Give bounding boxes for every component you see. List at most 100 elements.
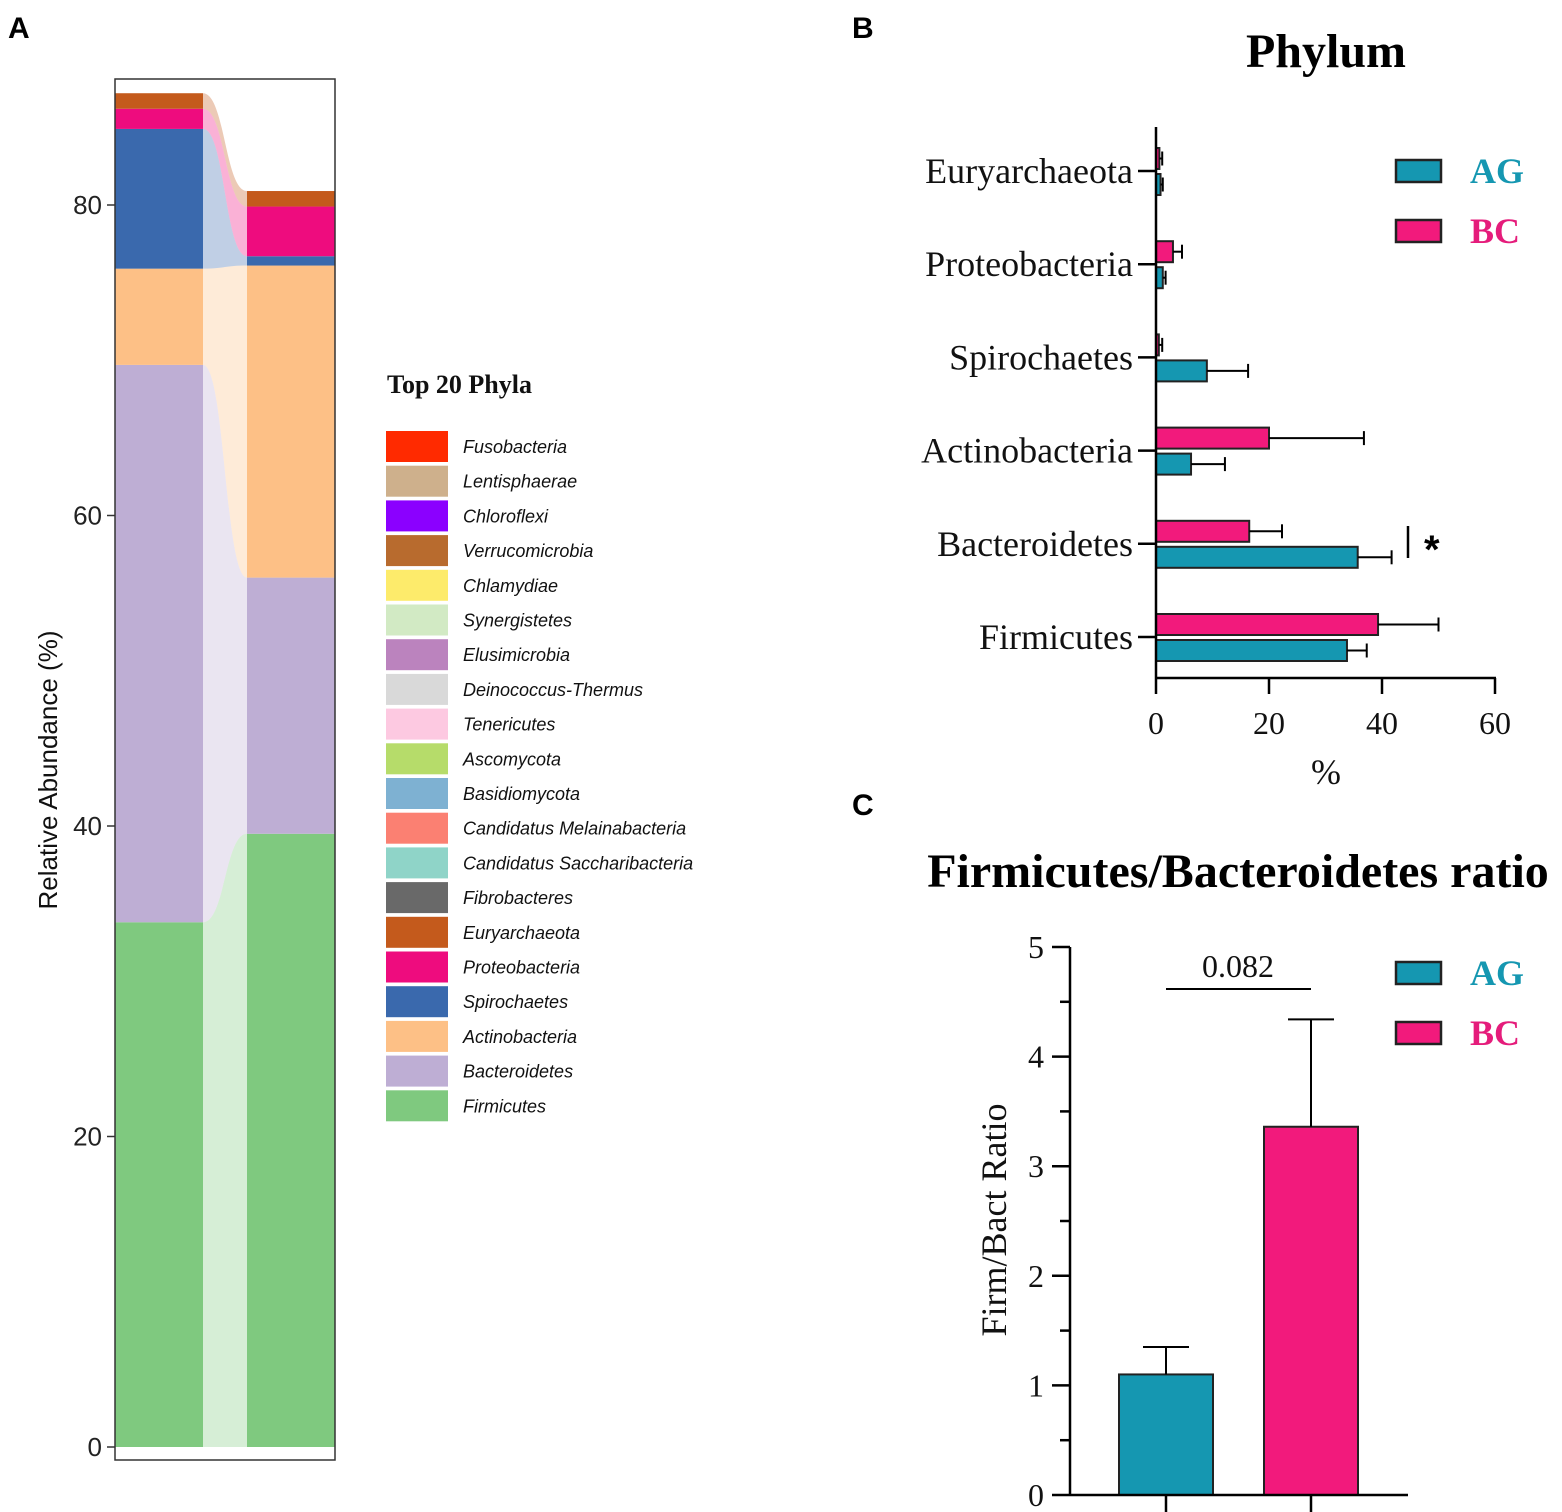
a-segment-bc-euryarchaeota <box>247 191 335 207</box>
b-legend-swatch-bc <box>1394 218 1443 244</box>
a-legend-swatch <box>386 604 448 636</box>
b-bar-bc-actinobacteria <box>1155 426 1270 450</box>
c-legend-label-ag: AG <box>1470 953 1524 993</box>
a-legend-item-chlamydiae: Chlamydiae <box>386 569 558 601</box>
a-legend-item-lentisphaerae: Lentisphaerae <box>386 465 577 497</box>
a-legend-label: Bacteroidetes <box>463 1062 573 1082</box>
a-flow-actinobacteria <box>203 265 247 578</box>
a-segment-ag-spirochaetes <box>115 128 203 269</box>
panel-a-stacked-chart: 0 20 40 60 80 Relative Abundance (%) Top 20 … <box>33 78 693 1462</box>
a-legend-item-proteobacteria: Proteobacteria <box>386 951 580 983</box>
a-legend-label: Fusobacteria <box>463 437 567 457</box>
b-legend-label-bc: BC <box>1470 211 1520 251</box>
b-significance: * <box>1406 526 1440 572</box>
panel-b-phylum-chart: Phylum Euryarchaeota Proteobacteria Spiroc… <box>921 25 1524 792</box>
b-category-labels: Euryarchaeota Proteobacteria Spirochaetes A… <box>921 151 1156 657</box>
b-category-proteobacteria: Proteobacteria <box>925 244 1133 284</box>
a-flows <box>203 93 247 1447</box>
c-bars <box>1118 1018 1359 1512</box>
a-legend: Fusobacteria Lentisphaerae Chloroflexi Verr… <box>386 431 693 1122</box>
a-legend-item-euryarchaeota: Euryarchaeota <box>386 916 580 948</box>
b-x-axis-title: % <box>1311 752 1341 792</box>
b-xtick-label: 60 <box>1479 705 1511 741</box>
a-legend-item-basidiomycota: Basidiomycota <box>386 778 580 809</box>
b-bar-ag-spirochaetes <box>1155 359 1208 383</box>
a-legend-swatch <box>386 639 448 671</box>
a-legend-item-candidatus-saccharibacteria: Candidatus Saccharibacteria <box>386 847 693 879</box>
a-legend-label: Deinococcus-Thermus <box>463 680 643 700</box>
c-ytick-label: 0 <box>1028 1477 1044 1512</box>
a-segment-ag-proteobacteria <box>115 108 203 129</box>
a-segment-bc-actinobacteria <box>247 265 335 578</box>
a-legend-title: Top 20 Phyla <box>387 370 532 399</box>
a-plot-frame <box>114 78 336 1461</box>
a-legend-swatch <box>386 986 448 1018</box>
a-segment-bc-spirochaetes <box>247 256 335 266</box>
c-legend-label-bc: BC <box>1470 1013 1520 1053</box>
b-category-euryarchaeota: Euryarchaeota <box>925 151 1133 191</box>
c-y-axis-title: Firm/Bact Ratio <box>974 1104 1014 1337</box>
c-ytick-label: 2 <box>1028 1258 1044 1294</box>
a-legend-swatch <box>386 535 448 567</box>
a-legend-item-chloroflexi: Chloroflexi <box>386 500 549 532</box>
panel-letter-b: B <box>852 12 874 45</box>
a-legend-label: Candidatus Melainabacteria <box>463 819 686 839</box>
a-legend-item-elusimicrobia: Elusimicrobia <box>386 639 570 671</box>
a-legend-label: Euryarchaeota <box>463 923 580 943</box>
b-bars <box>1155 147 1440 662</box>
a-legend-swatch <box>386 465 448 497</box>
b-bar-ag-actinobacteria <box>1155 452 1193 476</box>
a-legend-item-deinococcus-thermus: Deinococcus-Thermus <box>386 673 643 705</box>
a-legend-label: Tenericutes <box>463 715 555 735</box>
a-y-axis: 0 20 40 60 80 <box>73 190 115 1462</box>
a-legend-swatch <box>386 812 448 844</box>
a-legend-swatch <box>386 708 448 740</box>
b-significance-star: * <box>1424 528 1440 572</box>
b-legend-swatch-ag <box>1394 158 1443 184</box>
b-legend: AG BC <box>1394 151 1524 251</box>
a-legend-item-fusobacteria: Fusobacteria <box>386 431 567 462</box>
panel-c-ratio-chart: Firmicutes/Bacteroidetes ratio 0 1 2 3 4 5 Fi… <box>927 845 1549 1512</box>
c-bar-ag <box>1118 1373 1214 1496</box>
b-bar-bc-firmicutes <box>1155 613 1380 636</box>
a-legend-swatch <box>386 500 448 532</box>
a-legend-swatch <box>386 743 448 775</box>
a-legend-swatch <box>386 569 448 601</box>
a-flow-firmicutes <box>203 833 247 1447</box>
a-ytick-label: 40 <box>73 811 102 841</box>
a-legend-label: Chlamydiae <box>463 576 558 596</box>
b-legend-label-ag: AG <box>1470 151 1524 191</box>
c-y-ticks: 0 1 2 3 4 5 <box>1028 929 1070 1512</box>
a-legend-swatch <box>386 673 448 705</box>
a-segment-ag-bacteroidetes <box>115 364 203 923</box>
panel-letter-c: C <box>852 789 874 822</box>
b-category-firmicutes: Firmicutes <box>979 617 1133 657</box>
a-legend-label: Fibrobacteres <box>463 888 573 908</box>
a-legend-label: Actinobacteria <box>462 1027 577 1047</box>
a-legend-item-candidatus-melainabacteria: Candidatus Melainabacteria <box>386 812 686 844</box>
a-legend-item-verrucomicrobia: Verrucomicrobia <box>386 535 593 567</box>
c-ytick-label: 1 <box>1028 1367 1044 1403</box>
a-ytick-label: 80 <box>73 190 102 220</box>
b-bar-ag-firmicutes <box>1155 639 1348 662</box>
a-legend-label: Chloroflexi <box>463 506 549 526</box>
c-legend: AG BC <box>1394 953 1524 1053</box>
b-title: Phylum <box>1246 25 1406 78</box>
c-ytick-label: 5 <box>1028 929 1044 965</box>
a-bars <box>115 93 335 1447</box>
a-flow-euryarchaeota <box>203 93 247 207</box>
a-y-axis-title: Relative Abundance (%) <box>33 631 63 910</box>
a-segment-bc-bacteroidetes <box>247 577 335 834</box>
a-ytick-label: 0 <box>88 1432 102 1462</box>
a-flow-spirochaetes <box>203 128 247 269</box>
a-ytick-label: 20 <box>73 1122 102 1152</box>
a-legend-label: Verrucomicrobia <box>463 541 593 561</box>
a-legend-swatch <box>386 847 448 879</box>
b-category-actinobacteria: Actinobacteria <box>921 431 1133 471</box>
a-legend-label: Basidiomycota <box>463 784 580 804</box>
a-legend-item-firmicutes: Firmicutes <box>386 1090 546 1122</box>
c-legend-swatch-ag <box>1394 960 1443 986</box>
a-legend-swatch <box>386 951 448 983</box>
a-segment-bc-firmicutes <box>247 833 335 1447</box>
